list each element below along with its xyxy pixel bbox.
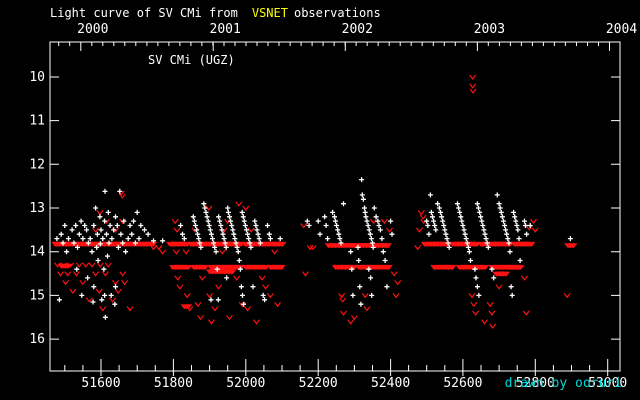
y-tick-label: 11: [29, 114, 45, 129]
positive-observation-markers: [54, 177, 573, 320]
vsnet-link[interactable]: VSNET: [251, 6, 288, 20]
chart-title-suffix: observations: [293, 6, 381, 20]
year-label: 2000: [77, 22, 108, 37]
x-tick-label: 52600: [443, 376, 482, 391]
year-label: 2003: [474, 22, 505, 37]
x-tick-label: 53000: [588, 376, 627, 391]
plot-frame: [49, 41, 621, 372]
credit-text: drawn by ooruri: [504, 376, 622, 391]
year-label: 2004: [606, 22, 637, 37]
y-tick-label: 13: [29, 201, 45, 216]
y-tick-label: 14: [29, 245, 45, 260]
y-tick-label: 12: [29, 157, 45, 172]
y-tick-label: 16: [29, 332, 45, 347]
chart-title: Light curve of SV CMi from VSNET observati…: [50, 6, 381, 20]
y-tick-label: 10: [29, 70, 45, 85]
axis-ticks: [50, 42, 620, 376]
x-tick-label: 52000: [226, 376, 265, 391]
year-label: 2002: [342, 22, 373, 37]
x-tick-label: 51600: [81, 376, 120, 391]
x-tick-label: 51800: [154, 376, 193, 391]
chart-title-prefix: Light curve of SV CMi from: [50, 6, 238, 20]
x-tick-label: 52400: [371, 376, 410, 391]
year-label: 2001: [210, 22, 241, 37]
upper-limit-markers: [51, 74, 578, 329]
x-tick-label: 52800: [516, 376, 555, 391]
object-label: SV CMi (UGZ): [148, 53, 235, 67]
x-tick-label: 52200: [299, 376, 338, 391]
y-tick-label: 15: [29, 288, 45, 303]
